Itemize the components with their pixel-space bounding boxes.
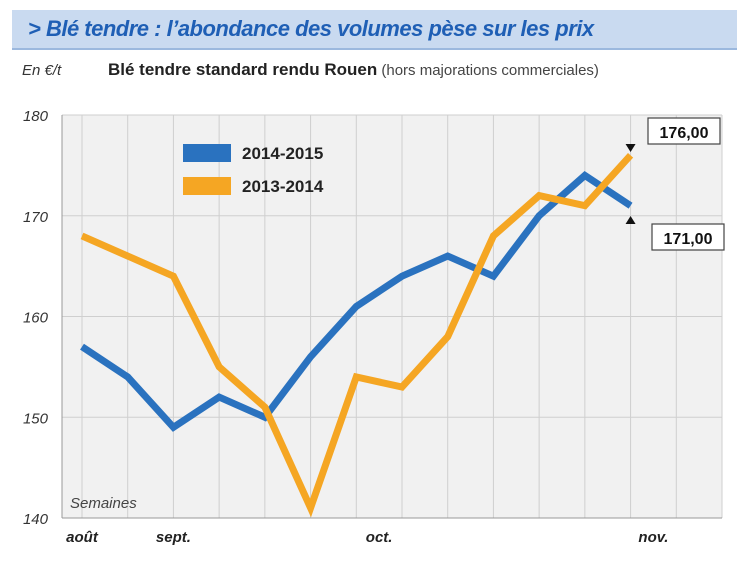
y-tick-label: 150 (23, 410, 49, 427)
month-label: août (66, 529, 99, 546)
callout-value-top: 176,00 (660, 125, 709, 142)
subtitle-main: Blé tendre standard rendu Rouen (108, 60, 378, 79)
chart-subtitle: Blé tendre standard rendu Rouen (hors ma… (108, 60, 599, 80)
month-label: sept. (156, 529, 191, 546)
callout-value-bottom: 171,00 (664, 231, 713, 248)
series-line-2013-2014 (80, 152, 634, 518)
subtitle-note: (hors majorations commerciales) (377, 62, 599, 79)
legend-swatch (183, 177, 231, 195)
month-label: oct. (366, 529, 393, 546)
series-line-2014-2015 (80, 171, 633, 432)
month-label: nov. (638, 529, 668, 546)
y-tick-label: 180 (23, 108, 49, 125)
y-tick-label: 160 (23, 310, 49, 327)
legend-swatch (183, 144, 231, 162)
chart-title: > Blé tendre : l’abondance des volumes p… (28, 16, 594, 41)
x-axis-label: Semaines (70, 495, 137, 512)
callout-pointer-bottom (625, 216, 636, 224)
callout-pointer-top (625, 144, 636, 152)
y-tick-label: 140 (23, 511, 49, 528)
y-tick-label: 170 (23, 209, 49, 226)
legend-label: 2013-2014 (242, 177, 324, 196)
title-band: > Blé tendre : l’abondance des volumes p… (12, 10, 737, 50)
callout-box-bottom (651, 223, 725, 251)
legend-label: 2014-2015 (242, 144, 323, 163)
callout-box-top (647, 117, 721, 145)
unit-label: En €/t (22, 62, 62, 79)
